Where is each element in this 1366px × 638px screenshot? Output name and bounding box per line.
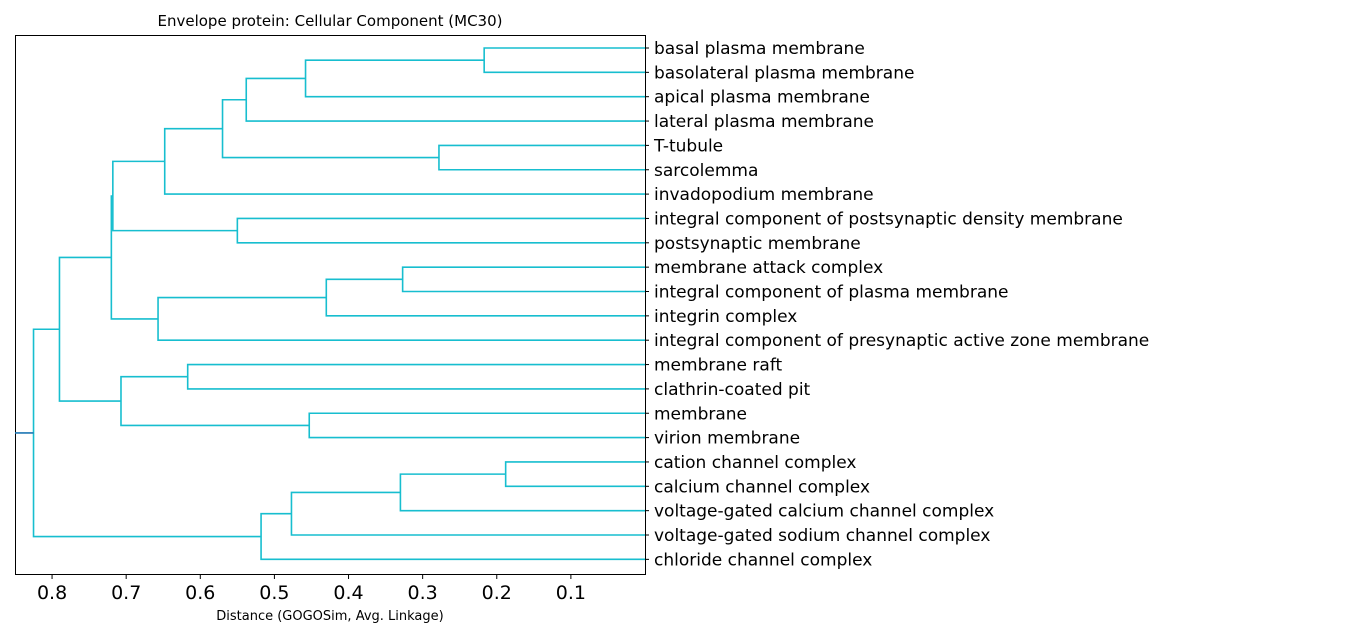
dendrogram-link-n9 [401,266,645,293]
x-tick-label: 0.4 [333,582,363,604]
leaf-label: postsynaptic membrane [654,234,861,254]
leaf-label: membrane raft [654,356,783,376]
leaf-label: T-tubule [653,136,723,156]
x-tick-label: 0.3 [408,582,438,604]
dendrogram-link-n13 [186,363,645,390]
x-tick-label: 0.2 [482,582,512,604]
plot-frame [15,35,646,575]
leaf-label: lateral plasma membrane [654,112,874,132]
dendrogram-link-n11 [157,296,645,341]
dendrogram-link-n8 [112,160,238,232]
leaf-label: chloride channel complex [654,550,872,570]
x-axis: 0.8 0.7 0.6 0.5 0.4 0.3 0.2 0.1 [37,574,586,604]
chart-title: Envelope protein: Cellular Component (MC… [158,12,503,30]
dendrogram-link-n15 [120,375,310,427]
leaf-label: integral component of plasma membrane [654,283,1009,303]
x-tick-label: 0.5 [259,582,289,604]
dendrogram-link-n1 [483,47,645,74]
leaf-label: virion membrane [654,429,800,449]
x-tick-label: 0.7 [111,582,141,604]
dendrogram-link-n14 [308,412,645,439]
leaf-label: integrin complex [654,307,797,327]
leaf-label: calcium channel complex [654,477,870,497]
leaf-label: basal plasma membrane [654,39,865,59]
leaf-label: integral component of presynaptic active… [654,331,1149,351]
dendrogram-link-n7 [236,217,645,244]
dendrogram-link-n18 [399,473,645,512]
dendrogram-link-n20 [260,512,645,561]
dendrogram-links [15,47,645,561]
dendrogram-link-n5 [221,98,439,159]
leaf-label: invadopodium membrane [654,185,874,205]
dendrogram-link-n21 [32,328,262,538]
dendrogram-link-n17 [504,461,645,488]
dendrogram-link-n2 [304,59,645,98]
x-tick-label: 0.6 [185,582,215,604]
dendrogram-link-n10 [325,278,645,317]
leaf-label: membrane [654,404,747,424]
x-tick-label: 0.1 [556,582,586,604]
dendrogram-link-n16 [58,256,121,402]
x-axis-label: Distance (GOGOSim, Avg. Linkage) [216,609,443,624]
dendrogram-link-n19 [290,491,645,536]
leaf-label: integral component of postsynaptic densi… [654,209,1123,229]
leaf-labels: basal plasma membrane basolateral plasma … [645,39,1149,570]
x-tick-label: 0.8 [37,582,67,604]
dendrogram-link-n6 [163,127,645,195]
leaf-label: clathrin-coated pit [654,380,811,400]
leaf-label: cation channel complex [654,453,856,473]
leaf-label: apical plasma membrane [654,88,870,108]
leaf-label: basolateral plasma membrane [654,63,914,83]
leaf-label: sarcolemma [654,161,758,181]
dendrogram-link-n4 [438,144,645,171]
leaf-label: voltage-gated sodium channel complex [654,526,990,546]
leaf-label: membrane attack complex [654,258,883,278]
dendrogram-link-n12 [110,195,159,320]
leaf-label: voltage-gated calcium channel complex [654,502,994,522]
